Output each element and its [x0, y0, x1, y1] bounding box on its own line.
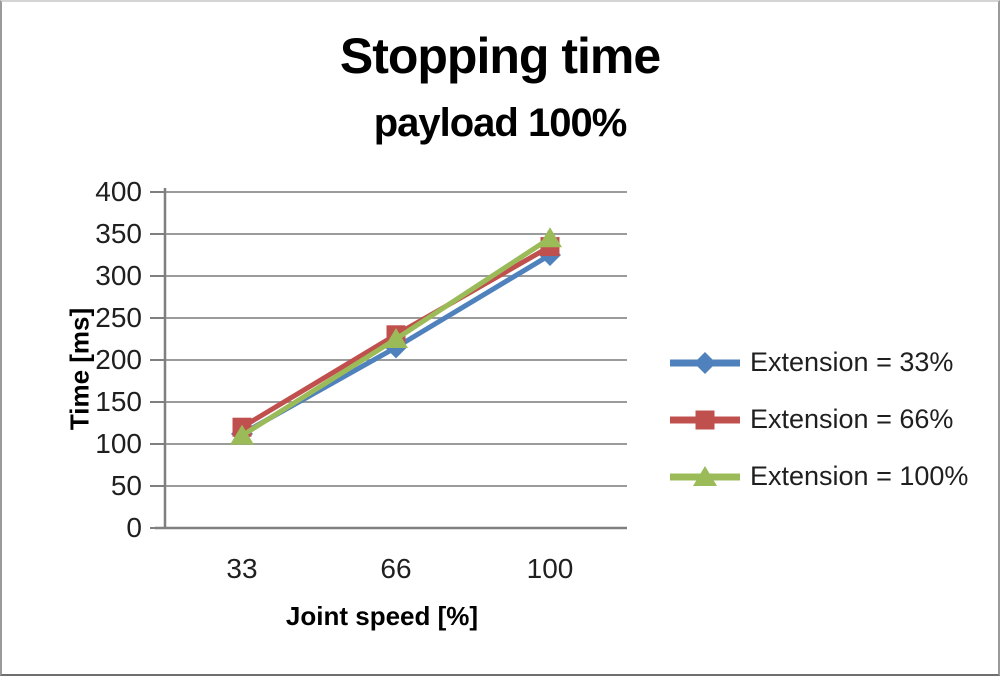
y-tick-label: 300 — [95, 260, 142, 291]
x-tick-label: 66 — [380, 553, 412, 584]
y-tick-label: 250 — [95, 302, 142, 333]
marker-triangle-icon — [384, 328, 408, 348]
y-tick-label: 400 — [95, 176, 142, 207]
x-tick-label: 100 — [526, 553, 574, 584]
legend-line-sample — [670, 351, 740, 374]
legend-item: Extension = 33% — [668, 334, 968, 391]
y-tick-label: 0 — [126, 512, 142, 543]
legend: Extension = 33% Extension = 66% Extensio… — [668, 334, 968, 505]
legend-marker-triangle-icon — [668, 463, 742, 491]
legend-line-sample — [670, 410, 740, 429]
legend-item: Extension = 66% — [668, 391, 968, 448]
marker-triangle-icon — [538, 227, 562, 248]
y-axis-title: Time [ms] — [64, 307, 95, 431]
y-tick-label: 200 — [95, 344, 142, 375]
y-tick-label: 150 — [95, 386, 142, 417]
y-tick-label: 100 — [95, 428, 142, 459]
y-tick-label: 50 — [110, 470, 142, 501]
legend-square-icon — [695, 410, 715, 429]
marker-triangle-icon — [230, 424, 254, 445]
legend-diamond-icon — [694, 351, 716, 374]
x-axis-title: Joint speed [%] — [285, 601, 479, 631]
chart-title: Stopping time — [339, 28, 661, 84]
legend-label: Extension = 66% — [750, 404, 954, 434]
legend-line-sample — [670, 465, 740, 486]
chart-subtitle: payload 100% — [373, 101, 628, 145]
legend-triangle-icon — [693, 465, 717, 486]
x-tick-label: 33 — [226, 553, 258, 584]
legend-marker-square-icon — [668, 406, 742, 434]
legend-item: Extension = 100% — [668, 448, 968, 505]
legend-label: Extension = 33% — [750, 347, 954, 377]
legend-marker-diamond-icon — [668, 349, 742, 377]
legend-label: Extension = 100% — [750, 461, 969, 491]
y-tick-label: 350 — [95, 218, 142, 249]
